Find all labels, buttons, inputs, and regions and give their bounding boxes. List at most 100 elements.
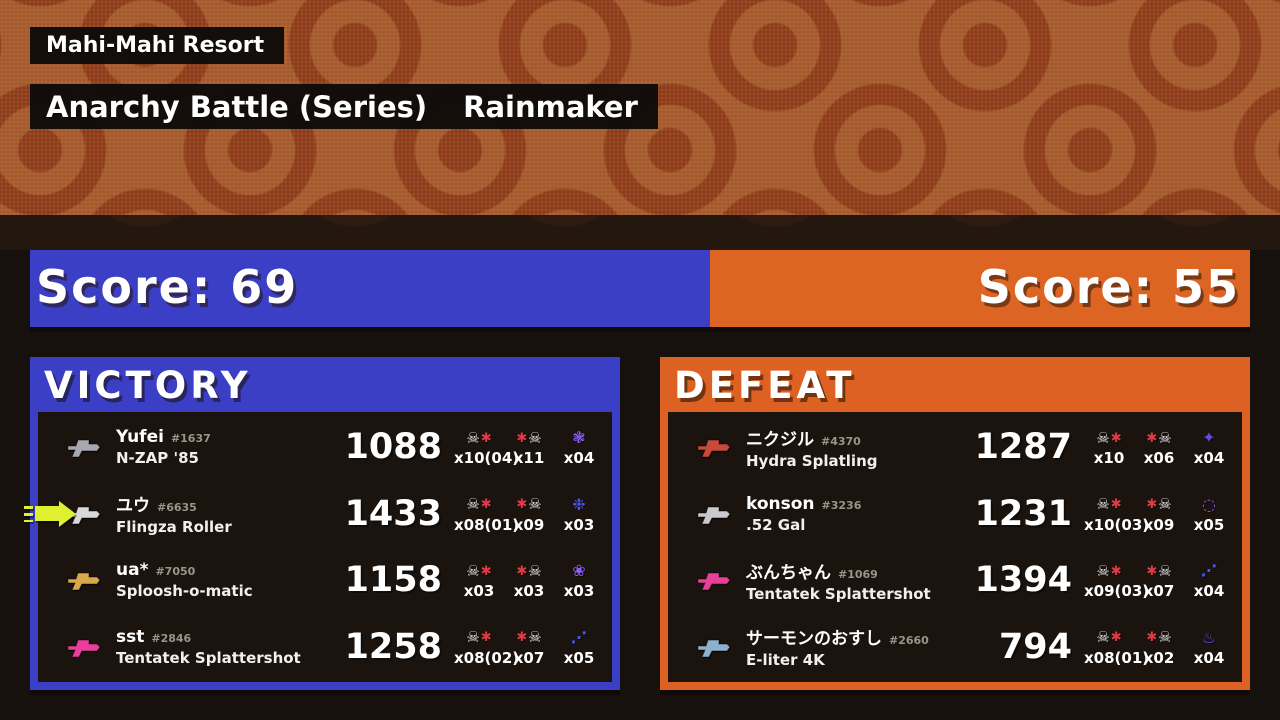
special-icon: ⋰: [1201, 561, 1217, 581]
player-id: #7050: [155, 565, 196, 579]
player-id: #2846: [151, 631, 192, 645]
mode-banner: Anarchy Battle (Series) Rainmaker: [30, 84, 658, 129]
weapon-icon: [58, 568, 110, 592]
weapon-icon: [58, 635, 110, 659]
points-scored: 1394: [974, 560, 1072, 601]
splats-count: x10: [1093, 449, 1125, 468]
weapon-name: E-liter 4K: [746, 651, 825, 670]
player-name: ua*: [116, 560, 149, 581]
specials-count: x05: [563, 648, 595, 667]
specials-count: x04: [1193, 582, 1225, 601]
special-icon: ❃: [572, 428, 586, 448]
weapon-name: N-ZAP '85: [116, 449, 199, 468]
player-name: ニクジル: [746, 429, 814, 450]
points-scored: 1231: [974, 493, 1072, 534]
splats-count: x10(04): [454, 449, 520, 468]
splats-count: x08(01): [454, 515, 520, 534]
deaths-icon: ✱ ☠: [516, 495, 542, 514]
special-icon: ✦: [1202, 428, 1216, 448]
special-icon: ❉: [572, 494, 586, 514]
player-name: ユウ: [116, 496, 150, 517]
player-row[interactable]: ニクジル #4370 Hydra Splatling 1287 ☠ ✱ x10 ✱…: [668, 414, 1242, 481]
splats-icon: ☠ ✱: [466, 428, 492, 447]
stage-name-banner: Mahi-Mahi Resort: [30, 27, 285, 64]
defeat-player-list: ニクジル #4370 Hydra Splatling 1287 ☠ ✱ x10 ✱…: [668, 412, 1242, 682]
player-row[interactable]: ua* #7050 Sploosh-o-matic 1158 ☠ ✱ x03 ✱ ☠…: [38, 547, 612, 614]
player-name: sst: [116, 626, 145, 647]
weapon-icon: [58, 435, 110, 459]
player-name: サーモンのおすし: [746, 629, 882, 650]
victory-player-list: Yufei #1637 N-ZAP '85 1088 ☠ ✱ x10(04) ✱ ☠…: [24, 412, 612, 682]
weapon-icon: [688, 435, 740, 459]
specials-count: x05: [1193, 515, 1225, 534]
splats-icon: ☠ ✱: [466, 495, 492, 514]
splats-icon: ☠ ✱: [1096, 628, 1122, 647]
player-id: #6635: [157, 501, 197, 515]
deaths-icon: ✱ ☠: [1146, 561, 1172, 580]
splats-icon: ☠ ✱: [1096, 428, 1122, 447]
special-icon: ❀: [572, 561, 586, 581]
splats-count: x09(03): [1084, 582, 1150, 601]
points-scored: 1258: [344, 626, 442, 667]
player-row[interactable]: konson #3236 .52 Gal 1231 ☠ ✱ x10(03) ✱ ☠ …: [668, 481, 1242, 548]
weapon-name: .52 Gal: [746, 515, 806, 534]
splats-icon: ☠ ✱: [1096, 495, 1122, 514]
score-bar: Score: 69 Score: 55: [30, 250, 1250, 327]
blue-score-label: Score: 69: [36, 259, 299, 314]
weapon-name: Hydra Splatling: [746, 451, 878, 470]
deaths-count: x07: [513, 648, 545, 667]
deaths-count: x02: [1143, 648, 1175, 667]
stage-name: Mahi-Mahi Resort: [46, 33, 265, 58]
player-id: #2660: [889, 634, 929, 648]
points-scored: 794: [998, 626, 1072, 667]
rule-name: Rainmaker: [463, 89, 638, 124]
current-player-arrow: [24, 500, 76, 527]
deaths-icon: ✱ ☠: [516, 428, 542, 447]
weapon-name: Flingza Roller: [116, 518, 232, 537]
player-row[interactable]: サーモンのおすし #2660 E-liter 4K 794 ☠ ✱ x08(01)…: [668, 614, 1242, 681]
deaths-icon: ✱ ☠: [1146, 428, 1172, 447]
player-row[interactable]: Yufei #1637 N-ZAP '85 1088 ☠ ✱ x10(04) ✱ ☠…: [38, 414, 612, 481]
player-id: #3236: [821, 498, 862, 512]
deaths-icon: ✱ ☠: [516, 561, 542, 580]
weapon-name: Tentatek Splattershot: [746, 584, 931, 603]
splats-count: x03: [463, 582, 495, 601]
specials-count: x04: [1193, 449, 1225, 468]
splats-count: x10(03): [1084, 515, 1150, 534]
deaths-count: x03: [513, 582, 545, 601]
specials-count: x03: [563, 582, 595, 601]
splats-icon: ☠ ✱: [466, 628, 492, 647]
player-row[interactable]: sst #2846 Tentatek Splattershot 1258 ☠ ✱ …: [38, 614, 612, 681]
orange-score-label: Score: 55: [977, 259, 1240, 314]
orange-team-score-bar: Score: 55: [710, 250, 1250, 327]
points-scored: 1088: [344, 427, 442, 468]
victory-panel: VICTORY Yufei #1637 N-ZAP '85 1088 ☠ ✱ x1…: [24, 357, 620, 690]
special-icon: ⋰: [571, 627, 587, 647]
points-scored: 1158: [344, 560, 442, 601]
player-name: konson: [746, 493, 815, 514]
player-row-self[interactable]: ユウ #6635 Flingza Roller 1433 ☠ ✱ x08(01) …: [24, 481, 612, 548]
points-scored: 1287: [974, 427, 1072, 468]
special-icon: ♨: [1201, 627, 1217, 647]
splats-count: x08(01): [1084, 648, 1150, 667]
deaths-count: x09: [513, 515, 545, 534]
player-id: #1069: [838, 567, 878, 581]
weapon-icon: [688, 635, 740, 659]
deaths-count: x09: [1143, 515, 1175, 534]
player-id: #4370: [821, 434, 861, 448]
weapon-icon: [688, 502, 740, 526]
player-row[interactable]: ぶんちゃん #1069 Tentatek Splattershot 1394 ☠…: [668, 547, 1242, 614]
specials-count: x04: [563, 449, 595, 468]
weapon-name: Tentatek Splattershot: [116, 648, 301, 667]
deaths-count: x07: [1143, 582, 1175, 601]
defeat-panel: DEFEAT ニクジル #4370 Hydra Splatling 1287 ☠…: [660, 357, 1250, 690]
splats-icon: ☠ ✱: [466, 561, 492, 580]
points-scored: 1433: [344, 493, 442, 534]
defeat-title: DEFEAT: [674, 364, 856, 407]
blue-team-score-bar: Score: 69: [30, 250, 710, 327]
deaths-count: x11: [513, 449, 545, 468]
specials-count: x04: [1193, 648, 1225, 667]
weapon-icon: [688, 568, 740, 592]
player-id: #1637: [170, 432, 211, 446]
pattern-shade-strip: [0, 215, 1280, 250]
